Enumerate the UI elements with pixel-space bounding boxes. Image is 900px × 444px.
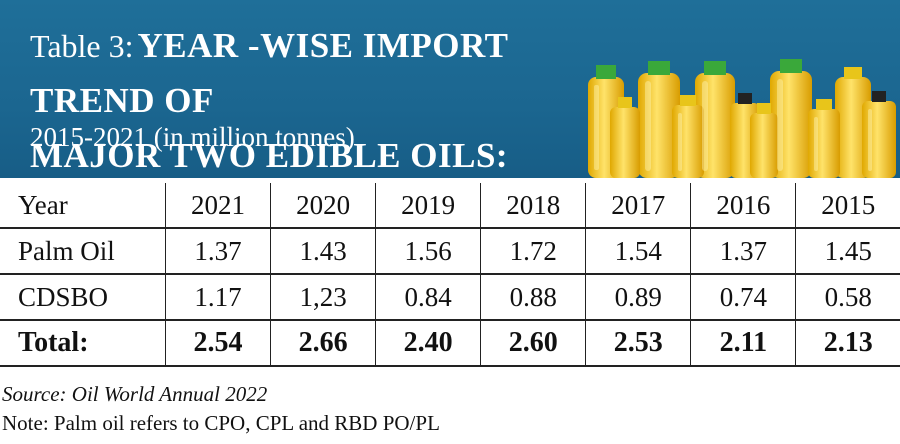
total-label: Total: (0, 320, 166, 367)
oil-bottles-image (588, 59, 896, 178)
total-cell: 2.54 (164, 320, 271, 367)
value-cell: 1.37 (690, 228, 796, 275)
table-header-row: Year 2021 2020 2019 2018 2017 2016 2015 (0, 183, 900, 229)
table-row-cdsbo: CDSBO 1.17 1,23 0.84 0.88 0.89 0.74 0.58 (0, 274, 900, 321)
year-cell: 2016 (690, 183, 796, 229)
total-cell: 2.66 (270, 320, 376, 367)
year-cell: 2017 (585, 183, 691, 229)
total-cell: 2.11 (690, 320, 796, 367)
value-cell: 1.54 (585, 228, 691, 275)
row-label: Palm Oil (0, 228, 166, 275)
bottle-back-row (588, 59, 871, 178)
value-cell: 0.74 (690, 274, 796, 321)
import-trend-table: Year 2021 2020 2019 2018 2017 2016 2015 … (0, 183, 900, 367)
title-line-2: MAJOR TWO EDIBLE OILS: (30, 136, 509, 175)
total-cell: 2.53 (585, 320, 691, 367)
source-note: Source: Oil World Annual 2022 (2, 382, 268, 406)
year-header-label: Year (0, 183, 166, 229)
value-cell: 1.72 (480, 228, 586, 275)
total-cell: 2.13 (795, 320, 900, 367)
title-prefix: Table 3: (30, 28, 134, 64)
year-cell: 2021 (164, 183, 271, 229)
total-cell: 2.40 (375, 320, 481, 367)
year-cell: 2015 (795, 183, 900, 229)
value-cell: 0.88 (480, 274, 586, 321)
value-cell: 1.43 (270, 228, 376, 275)
bottle-front-row (610, 91, 896, 178)
year-cell: 2018 (480, 183, 586, 229)
palm-oil-note: Note: Palm oil refers to CPO, CPL and RB… (2, 411, 440, 435)
value-cell: 0.58 (795, 274, 900, 321)
value-cell: 0.84 (375, 274, 481, 321)
table-title: Table 3: YEAR -WISE IMPORT TREND OF MAJO… (30, 22, 590, 178)
value-cell: 1.37 (164, 228, 271, 275)
value-cell: 1.17 (164, 274, 271, 321)
value-cell: 1,23 (270, 274, 376, 321)
value-cell: 1.56 (375, 228, 481, 275)
total-cell: 2.60 (480, 320, 586, 367)
table-row-palm-oil: Palm Oil 1.37 1.43 1.56 1.72 1.54 1.37 1… (0, 228, 900, 275)
value-cell: 1.45 (795, 228, 900, 275)
table-row-total: Total: 2.54 2.66 2.40 2.60 2.53 2.11 2.1… (0, 320, 900, 367)
table-footer: Source: Oil World Annual 2022 Note: Palm… (2, 380, 440, 438)
table-header-banner: Table 3: YEAR -WISE IMPORT TREND OF MAJO… (0, 0, 900, 178)
value-cell: 0.89 (585, 274, 691, 321)
row-label: CDSBO (0, 274, 166, 321)
year-cell: 2020 (270, 183, 376, 229)
title-line-1: YEAR -WISE IMPORT TREND OF (30, 26, 508, 120)
year-cell: 2019 (375, 183, 481, 229)
table-subtitle: 2015-2021 (in million tonnes) (30, 122, 355, 152)
